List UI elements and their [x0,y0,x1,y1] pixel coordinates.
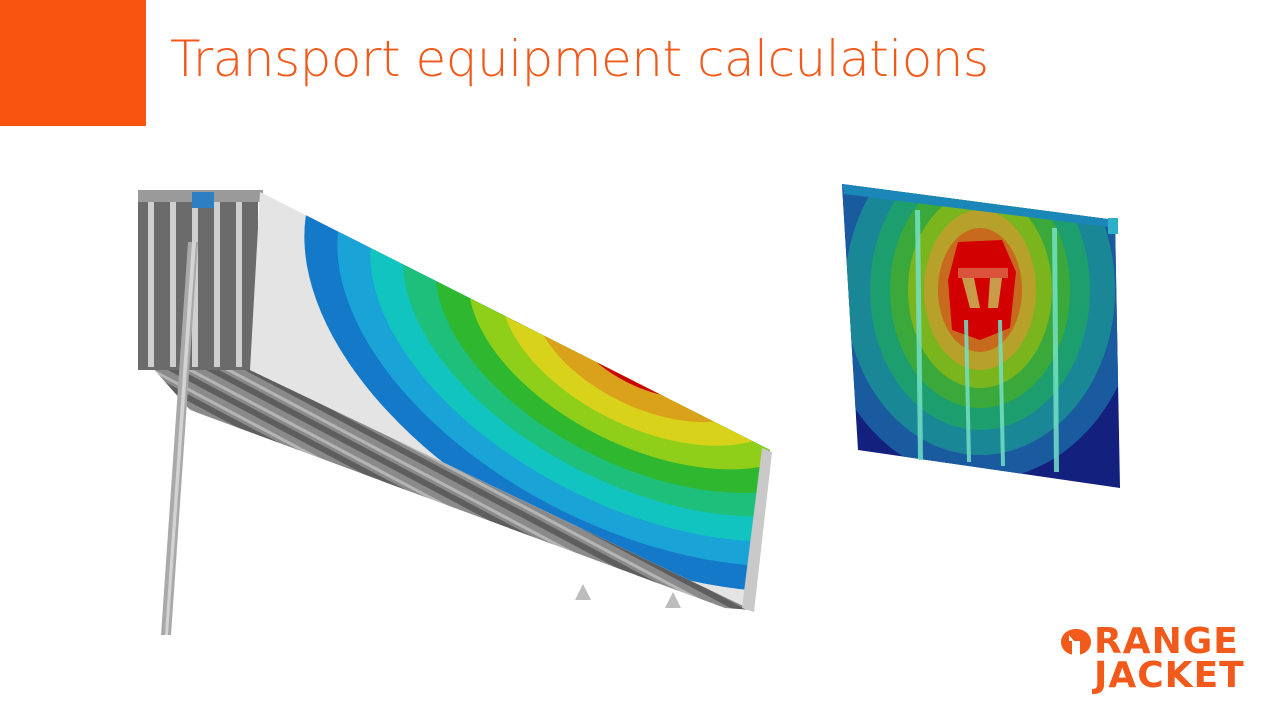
end-cap [742,448,772,612]
logo-line2: JACKET [1094,655,1245,696]
orange-jacket-logo: RANGE JACKET [1058,623,1258,695]
slide-title: Transport equipment calculations [170,30,989,88]
blue-top-node [192,192,214,208]
right-fea-image [842,184,1120,488]
lifting-lug [958,268,1008,308]
bracket [665,592,681,608]
left-fea-image [138,190,772,635]
logo-mark-icon [1061,629,1091,655]
bracket [575,584,591,600]
panel-stiffeners [915,210,1059,472]
rib-floor [150,365,752,610]
logo-line1: RANGE [1094,621,1239,662]
panel-top-edge [842,184,1116,228]
accent-block [0,0,146,126]
